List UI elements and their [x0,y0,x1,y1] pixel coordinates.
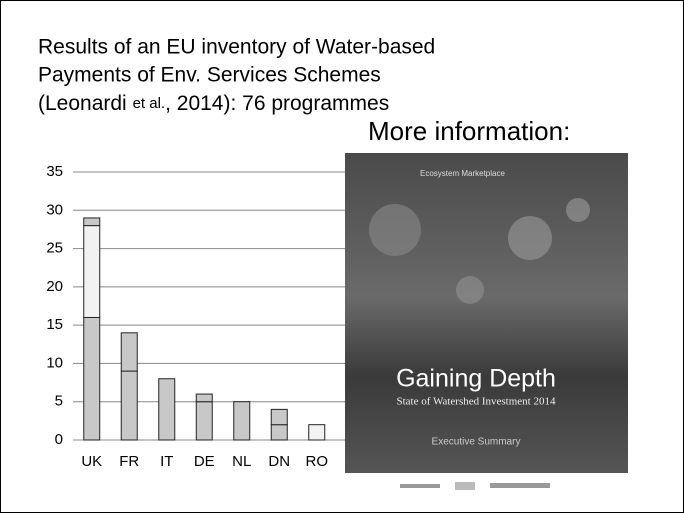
cover-footer [345,473,628,500]
y-tick-label: 35 [46,163,63,180]
y-tick-label: 20 [46,278,63,295]
bar-segment [158,378,176,441]
x-tick-label: UK [81,453,102,470]
x-tick-label: IT [160,453,173,470]
logo [455,482,475,490]
bar-segment [83,217,101,227]
bar-segment [83,316,101,441]
cover-title: Gaining Depth [396,365,556,393]
title-line: Results of an EU inventory of Water-base… [38,36,435,59]
x-tick-label: DE [194,453,215,470]
bar-segment [308,424,326,441]
bar-segment [120,332,138,372]
y-tick-label: 25 [46,240,63,257]
cover-icon [456,276,484,304]
cover-icon [566,198,590,222]
bar-segment [83,225,101,318]
y-tick-label: 15 [46,316,63,333]
title-line: Payments of Env. Services Schemes [38,64,381,87]
cover-subtitle: State of Watershed Investment 2014 [397,396,556,408]
bar-segment [120,370,138,441]
bar-segment [270,424,288,441]
title-part: , 2014): 76 programmes [165,92,389,115]
cover-icon [508,216,552,260]
logo [490,483,550,488]
bar-segment [233,401,251,441]
title-line: (Leonardi et al., 2014): 76 programmes [38,92,389,115]
chart: 0 5 10 15 20 25 30 35 UK FR IT DE NL DN RO [46,163,360,470]
x-tick-label: NL [232,453,251,470]
bar-segment [270,408,288,426]
x-tick-label: DN [268,453,290,470]
title-part: et al. [133,95,166,112]
bar-segment [195,401,213,441]
cover-icon [369,204,421,256]
report-cover: Ecosystem Marketplace Gaining Depth Stat… [345,153,628,500]
x-tick-label: FR [119,453,139,470]
y-tick-label: 0 [55,431,63,448]
bar-segment [195,393,213,403]
cover-brand: Ecosystem Marketplace [420,169,505,178]
y-tick-label: 5 [55,393,63,410]
y-tick-label: 30 [46,201,63,218]
logo [400,484,440,488]
title-part: (Leonardi [38,92,133,115]
cover-label: Executive Summary [432,437,521,448]
x-tick-label: RO [306,453,329,470]
more-info: More information: [368,116,570,146]
y-tick-label: 10 [46,354,63,371]
